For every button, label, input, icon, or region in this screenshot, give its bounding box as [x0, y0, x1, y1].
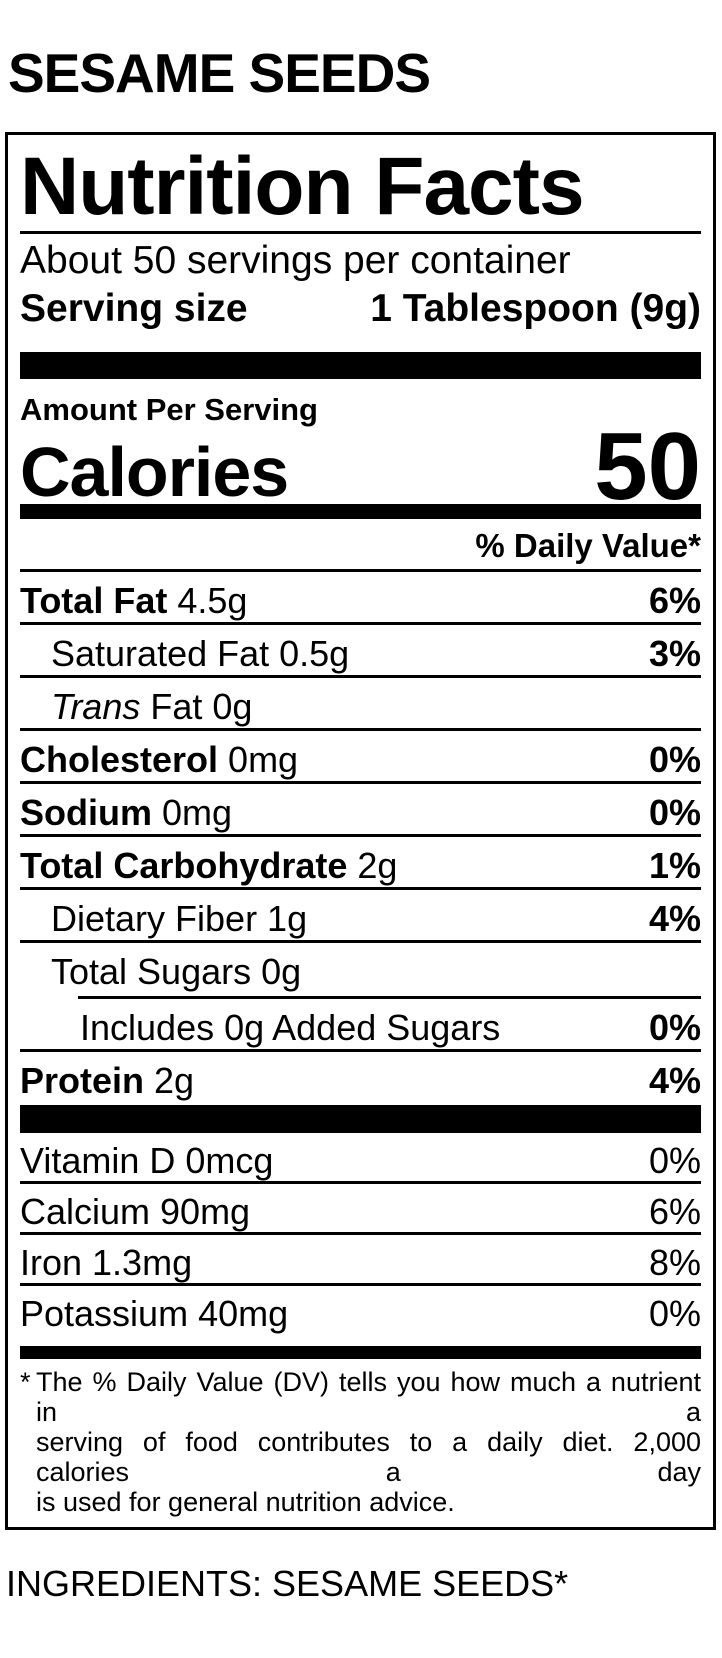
nutrient-percent: 4% [648, 1060, 701, 1101]
calories-row: Calories 50 [20, 413, 701, 520]
nutrient-row-added-sugars: Includes 0g Added Sugars 0% [20, 999, 701, 1052]
vitamin-name: Calcium 90mg [20, 1191, 251, 1232]
vitamin-row-iron: Iron 1.3mg 8% [20, 1235, 701, 1286]
nutrient-name: Protein 2g [20, 1060, 195, 1101]
vitamin-name: Potassium 40mg [20, 1293, 289, 1334]
vitamin-row-potassium: Potassium 40mg 0% [20, 1286, 701, 1337]
nutrient-percent: 0% [648, 739, 701, 780]
footnote-line: is used for general nutrition advice. [36, 1487, 455, 1517]
serving-size-label: Serving size [20, 287, 248, 330]
vitamin-percent: 6% [648, 1191, 701, 1232]
calories-value: 50 [594, 413, 701, 520]
nutrient-row-dietary-fiber: Dietary Fiber 1g 4% [20, 890, 701, 943]
vitamin-name: Vitamin D 0mcg [20, 1140, 274, 1181]
divider-under-title [20, 231, 701, 234]
nutrient-name: Includes 0g Added Sugars [80, 1007, 501, 1048]
nutrient-name: Total Fat 4.5g [20, 580, 248, 621]
footnote-line: serving of food contributes to a daily d… [36, 1427, 701, 1487]
footnote-asterisk: * [20, 1367, 31, 1397]
nutrient-name: Cholesterol 0mg [20, 739, 299, 780]
vitamin-percent: 8% [648, 1242, 701, 1283]
nutrient-row-sodium: Sodium 0mg 0% [20, 784, 701, 837]
nutrient-percent: 0% [648, 792, 701, 833]
nutrient-name: Saturated Fat 0.5g [51, 633, 350, 674]
vitamin-name: Iron 1.3mg [20, 1242, 193, 1283]
calories-label: Calories [20, 433, 289, 511]
bar-before-footnote [20, 1346, 701, 1359]
nutrition-facts-title: Nutrition Facts [20, 141, 585, 232]
nutrient-name: Total Carbohydrate 2g [20, 845, 398, 886]
nutrient-row-total-carbohydrate: Total Carbohydrate 2g 1% [20, 837, 701, 890]
daily-value-footnote: * The % Daily Value (DV) tells you how m… [20, 1359, 701, 1527]
nutrient-percent: 0% [648, 1007, 701, 1048]
vitamin-row-vitamin-d: Vitamin D 0mcg 0% [20, 1133, 701, 1184]
vitamin-percent: 0% [648, 1140, 701, 1181]
divider-inset-added-sugars [78, 996, 701, 999]
nutrient-row-total-fat: Total Fat 4.5g 6% [20, 572, 701, 625]
thick-bar-after-protein [20, 1105, 701, 1133]
vitamin-row-calcium: Calcium 90mg 6% [20, 1184, 701, 1235]
servings-per-container: About 50 servings per container [20, 239, 571, 282]
thick-bar-after-serving [20, 352, 701, 379]
nutrient-name: Trans Fat 0g [51, 686, 253, 727]
nutrition-facts-panel: Nutrition Facts About 50 servings per co… [5, 132, 716, 1530]
nutrient-percent: 4% [648, 898, 701, 939]
ingredients-line: INGREDIENTS: SESAME SEEDS* [6, 1563, 569, 1604]
nutrient-name: Sodium 0mg [20, 792, 233, 833]
nutrient-name: Total Sugars 0g [51, 951, 302, 992]
nutrient-row-total-sugars: Total Sugars 0g [20, 943, 701, 996]
serving-size-value: 1 Tablespoon (9g) [370, 287, 701, 330]
footnote-line: The % Daily Value (DV) tells you how muc… [36, 1367, 701, 1427]
nutrient-row-saturated-fat: Saturated Fat 0.5g 3% [20, 625, 701, 678]
nutrient-row-cholesterol: Cholesterol 0mg 0% [20, 731, 701, 784]
daily-value-header: % Daily Value* [20, 519, 701, 572]
nutrient-row-protein: Protein 2g 4% [20, 1052, 701, 1105]
product-title: SESAME SEEDS [8, 42, 431, 104]
amount-per-serving-label: Amount Per Serving [20, 392, 318, 427]
footnote-text: The % Daily Value (DV) tells you how muc… [36, 1367, 701, 1517]
serving-size-row: Serving size 1 Tablespoon (9g) [20, 285, 701, 333]
nutrient-row-trans-fat: Trans Fat 0g [20, 678, 701, 731]
nutrient-percent: 1% [648, 845, 701, 886]
vitamin-percent: 0% [648, 1293, 701, 1334]
nutrient-percent: 3% [648, 633, 701, 674]
nutrient-percent: 6% [648, 580, 701, 621]
nutrient-name: Dietary Fiber 1g [51, 898, 308, 939]
medium-bar-after-calories [20, 504, 701, 519]
